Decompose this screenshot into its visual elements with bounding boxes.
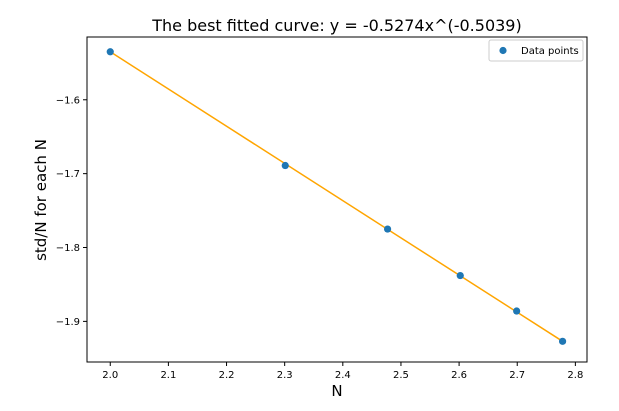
plot-area: 2.0 2.1 2.2 2.3 2.4 2.5 2.6 2.7 2.8 −1.6 −1.7 −1.8 −… — [56, 36, 588, 381]
y-axis-label: std/N for each N — [32, 139, 50, 261]
x-tick-label: 2.6 — [451, 370, 467, 381]
legend-box — [488, 39, 584, 62]
y-tick-label: −1.9 — [56, 317, 80, 328]
y-tick-label: −1.8 — [56, 243, 80, 254]
data-point — [558, 337, 567, 345]
data-point — [456, 271, 464, 280]
chart-title: The best fitted curve: y = -0.5274x^(-0.… — [151, 16, 521, 35]
x-tick-label: 2.5 — [393, 370, 409, 381]
x-tick-label: 2.3 — [277, 370, 293, 381]
y-tick-label: −1.6 — [56, 95, 80, 106]
x-tick-label: 2.0 — [102, 370, 118, 381]
x-axis-label: N — [331, 382, 342, 400]
data-point — [281, 161, 289, 170]
data-point — [383, 225, 392, 233]
y-tick-label: −1.7 — [56, 169, 80, 180]
data-point — [106, 48, 114, 56]
axes-frame — [86, 36, 588, 363]
legend-label: Data points — [521, 46, 579, 57]
x-tick-label: 2.7 — [509, 370, 525, 381]
data-point — [513, 307, 521, 315]
x-tick-label: 2.8 — [567, 370, 583, 381]
fitted-curve-line — [109, 51, 563, 342]
x-tick-label: 2.1 — [160, 370, 176, 381]
legend-marker — [499, 46, 507, 55]
legend: Data points — [488, 39, 584, 62]
x-tick-label: 2.4 — [335, 370, 351, 381]
x-tick-label: 2.2 — [219, 370, 235, 381]
